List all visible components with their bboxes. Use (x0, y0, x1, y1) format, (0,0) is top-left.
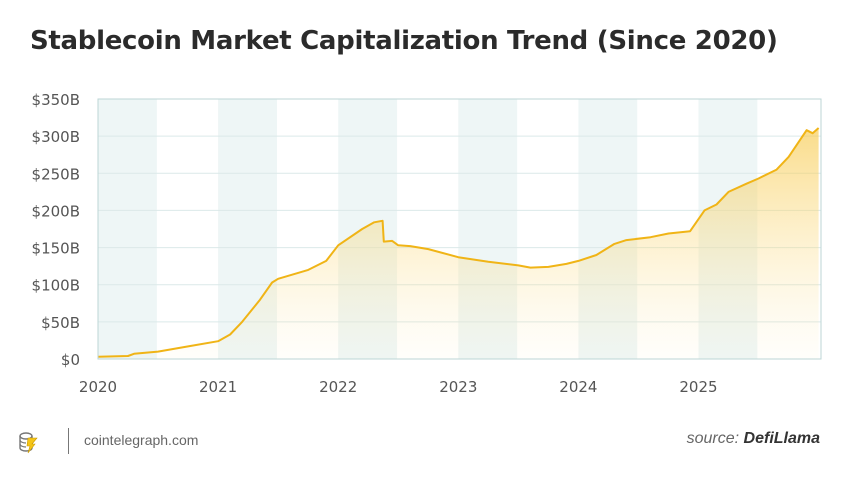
y-tick-label: $0 (61, 351, 80, 369)
y-tick-label: $300B (32, 128, 80, 146)
y-tick-label: $200B (32, 202, 80, 220)
cointelegraph-logo-icon (19, 432, 38, 454)
source-credit: source: DefiLlama (687, 430, 820, 448)
source-name: DefiLlama (743, 430, 820, 447)
x-tick-label: 2020 (79, 378, 117, 396)
x-tick-label: 2021 (199, 378, 237, 396)
y-tick-label: $350B (32, 91, 80, 109)
site-name: cointelegraph.com (84, 432, 199, 448)
market-cap-line (97, 127, 820, 358)
y-tick-label: $250B (32, 165, 80, 183)
x-tick-label: 2022 (319, 378, 357, 396)
x-tick-label: 2024 (559, 378, 597, 396)
y-tick-label: $100B (32, 277, 80, 295)
area-fill (98, 128, 819, 359)
chart-title: Stablecoin Market Capitalization Trend (… (30, 26, 778, 56)
chart-area: $0 $50B $100B $150B $200B $250B $300B $350B 2020… (32, 91, 822, 396)
footer-divider (68, 428, 69, 454)
footer: cointelegraph.com source: DefiLlama (0, 420, 852, 460)
plot-frame (97, 98, 822, 360)
y-tick-label: $150B (32, 240, 80, 258)
x-tick-label: 2025 (679, 378, 717, 396)
year-band (98, 99, 157, 359)
source-prefix: source: (686, 430, 740, 447)
y-tick-label: $50B (41, 314, 80, 332)
x-tick-label: 2023 (439, 378, 477, 396)
